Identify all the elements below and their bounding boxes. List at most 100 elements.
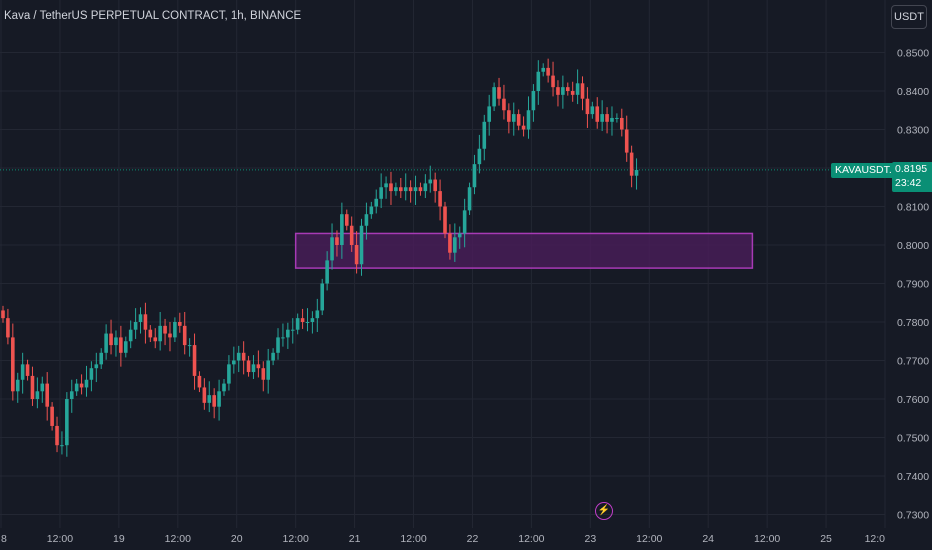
candle-body: [482, 121, 487, 149]
candle-body: [84, 379, 89, 388]
candle-body: [256, 364, 261, 369]
candle-body: [595, 106, 600, 122]
symbol-tag: KAVAUSDT.P: [831, 163, 903, 178]
candle-body: [487, 106, 491, 122]
candle-body: [168, 333, 172, 338]
candle-body: [197, 375, 202, 388]
candle-body: [575, 83, 580, 95]
candle-body: [276, 337, 280, 353]
candle-body: [207, 395, 212, 403]
last-price-value: 0.8195: [895, 163, 928, 175]
candle-body: [580, 83, 585, 99]
candle-body: [271, 352, 275, 361]
price-tick-label: 0.7600: [897, 394, 929, 406]
candle-body: [109, 333, 113, 346]
candle-body: [94, 364, 99, 369]
candle-body: [502, 98, 506, 111]
price-tick-label: 0.7500: [897, 433, 929, 445]
candle-body: [202, 387, 207, 403]
candle-body: [467, 187, 472, 211]
candle-body: [330, 237, 334, 261]
candle-body: [261, 368, 266, 380]
candle-body: [433, 179, 437, 192]
candle-body: [25, 364, 30, 376]
lightning-icon[interactable]: ⚡: [595, 502, 613, 520]
candle-body: [30, 375, 35, 399]
candle-body: [600, 114, 604, 122]
candle-body: [20, 364, 25, 380]
candle-body: [187, 345, 192, 347]
candle-body: [624, 129, 629, 153]
time-tick-label: 12:00: [400, 533, 426, 545]
candle-body: [143, 314, 148, 330]
candle-body: [561, 87, 565, 95]
candle-body: [74, 383, 79, 392]
candle-body: [79, 383, 84, 388]
candle-body: [428, 179, 433, 184]
time-tick-label: 25: [820, 533, 832, 545]
last-price-tag: 0.8195 23:42: [892, 162, 932, 192]
time-tick-label: 12:00: [518, 533, 544, 545]
candle-body: [266, 360, 270, 380]
candle-body: [354, 245, 359, 265]
candle-body: [374, 198, 379, 207]
candle-body: [556, 87, 560, 95]
candle-body: [65, 399, 69, 446]
time-tick-label: 19: [113, 533, 125, 545]
price-tick-label: 0.8300: [897, 125, 929, 137]
candle-body: [55, 425, 59, 446]
candle-body: [158, 325, 162, 342]
candle-body: [290, 329, 295, 331]
time-tick-label: 12:0: [865, 533, 886, 545]
candle-body: [526, 110, 531, 130]
candle-body: [251, 364, 256, 373]
candle-body: [40, 383, 45, 392]
time-tick-label: 12:00: [754, 533, 780, 545]
candle-body: [310, 318, 315, 322]
candle-body: [123, 341, 128, 353]
price-axis[interactable]: 0.85000.84000.83000.82000.81000.80000.79…: [897, 48, 929, 522]
price-tick-label: 0.8000: [897, 240, 929, 252]
candle-body: [178, 322, 182, 326]
demand-zone-rectangle[interactable]: [294, 232, 754, 269]
time-tick-label: 12:00: [283, 533, 309, 545]
candle-body: [531, 91, 536, 111]
candle-body: [590, 106, 595, 115]
candle-body: [369, 206, 374, 215]
candle-body: [153, 337, 158, 342]
time-tick-label: 12:00: [636, 533, 662, 545]
time-axis[interactable]: 8 12:00 19 12:00 20 12:00 21 12:00 22 12:00 23 12:0…: [1, 533, 885, 545]
candle-body: [394, 187, 398, 192]
candle-body: [551, 75, 555, 88]
candle-body: [119, 337, 123, 353]
candle-body: [320, 283, 325, 311]
candle-body: [413, 187, 418, 192]
candle-body: [325, 260, 329, 284]
candle-body: [232, 360, 236, 365]
candle-body: [295, 318, 300, 330]
candle-body: [379, 187, 383, 199]
price-tick-label: 0.7900: [897, 279, 929, 291]
candle-body: [241, 352, 246, 361]
candle-body: [1, 310, 5, 319]
price-tick-label: 0.7700: [897, 356, 929, 368]
candle-body: [605, 114, 609, 122]
candle-body: [6, 318, 10, 338]
candle-body: [629, 152, 634, 176]
time-tick-label: 8: [1, 533, 7, 545]
price-tick-label: 0.8100: [897, 202, 929, 214]
candle-body: [541, 67, 546, 72]
bar-countdown: 23:42: [895, 177, 922, 189]
candle-body: [477, 148, 482, 165]
candle-body: [50, 406, 54, 426]
price-tick-label: 0.7400: [897, 471, 929, 483]
candle-body: [173, 322, 177, 338]
candle-body: [511, 114, 516, 122]
candle-body: [217, 391, 221, 407]
candle-body: [128, 329, 133, 342]
candle-body: [565, 87, 570, 91]
price-tick-label: 0.7800: [897, 317, 929, 329]
currency-button[interactable]: USDT: [891, 5, 927, 29]
